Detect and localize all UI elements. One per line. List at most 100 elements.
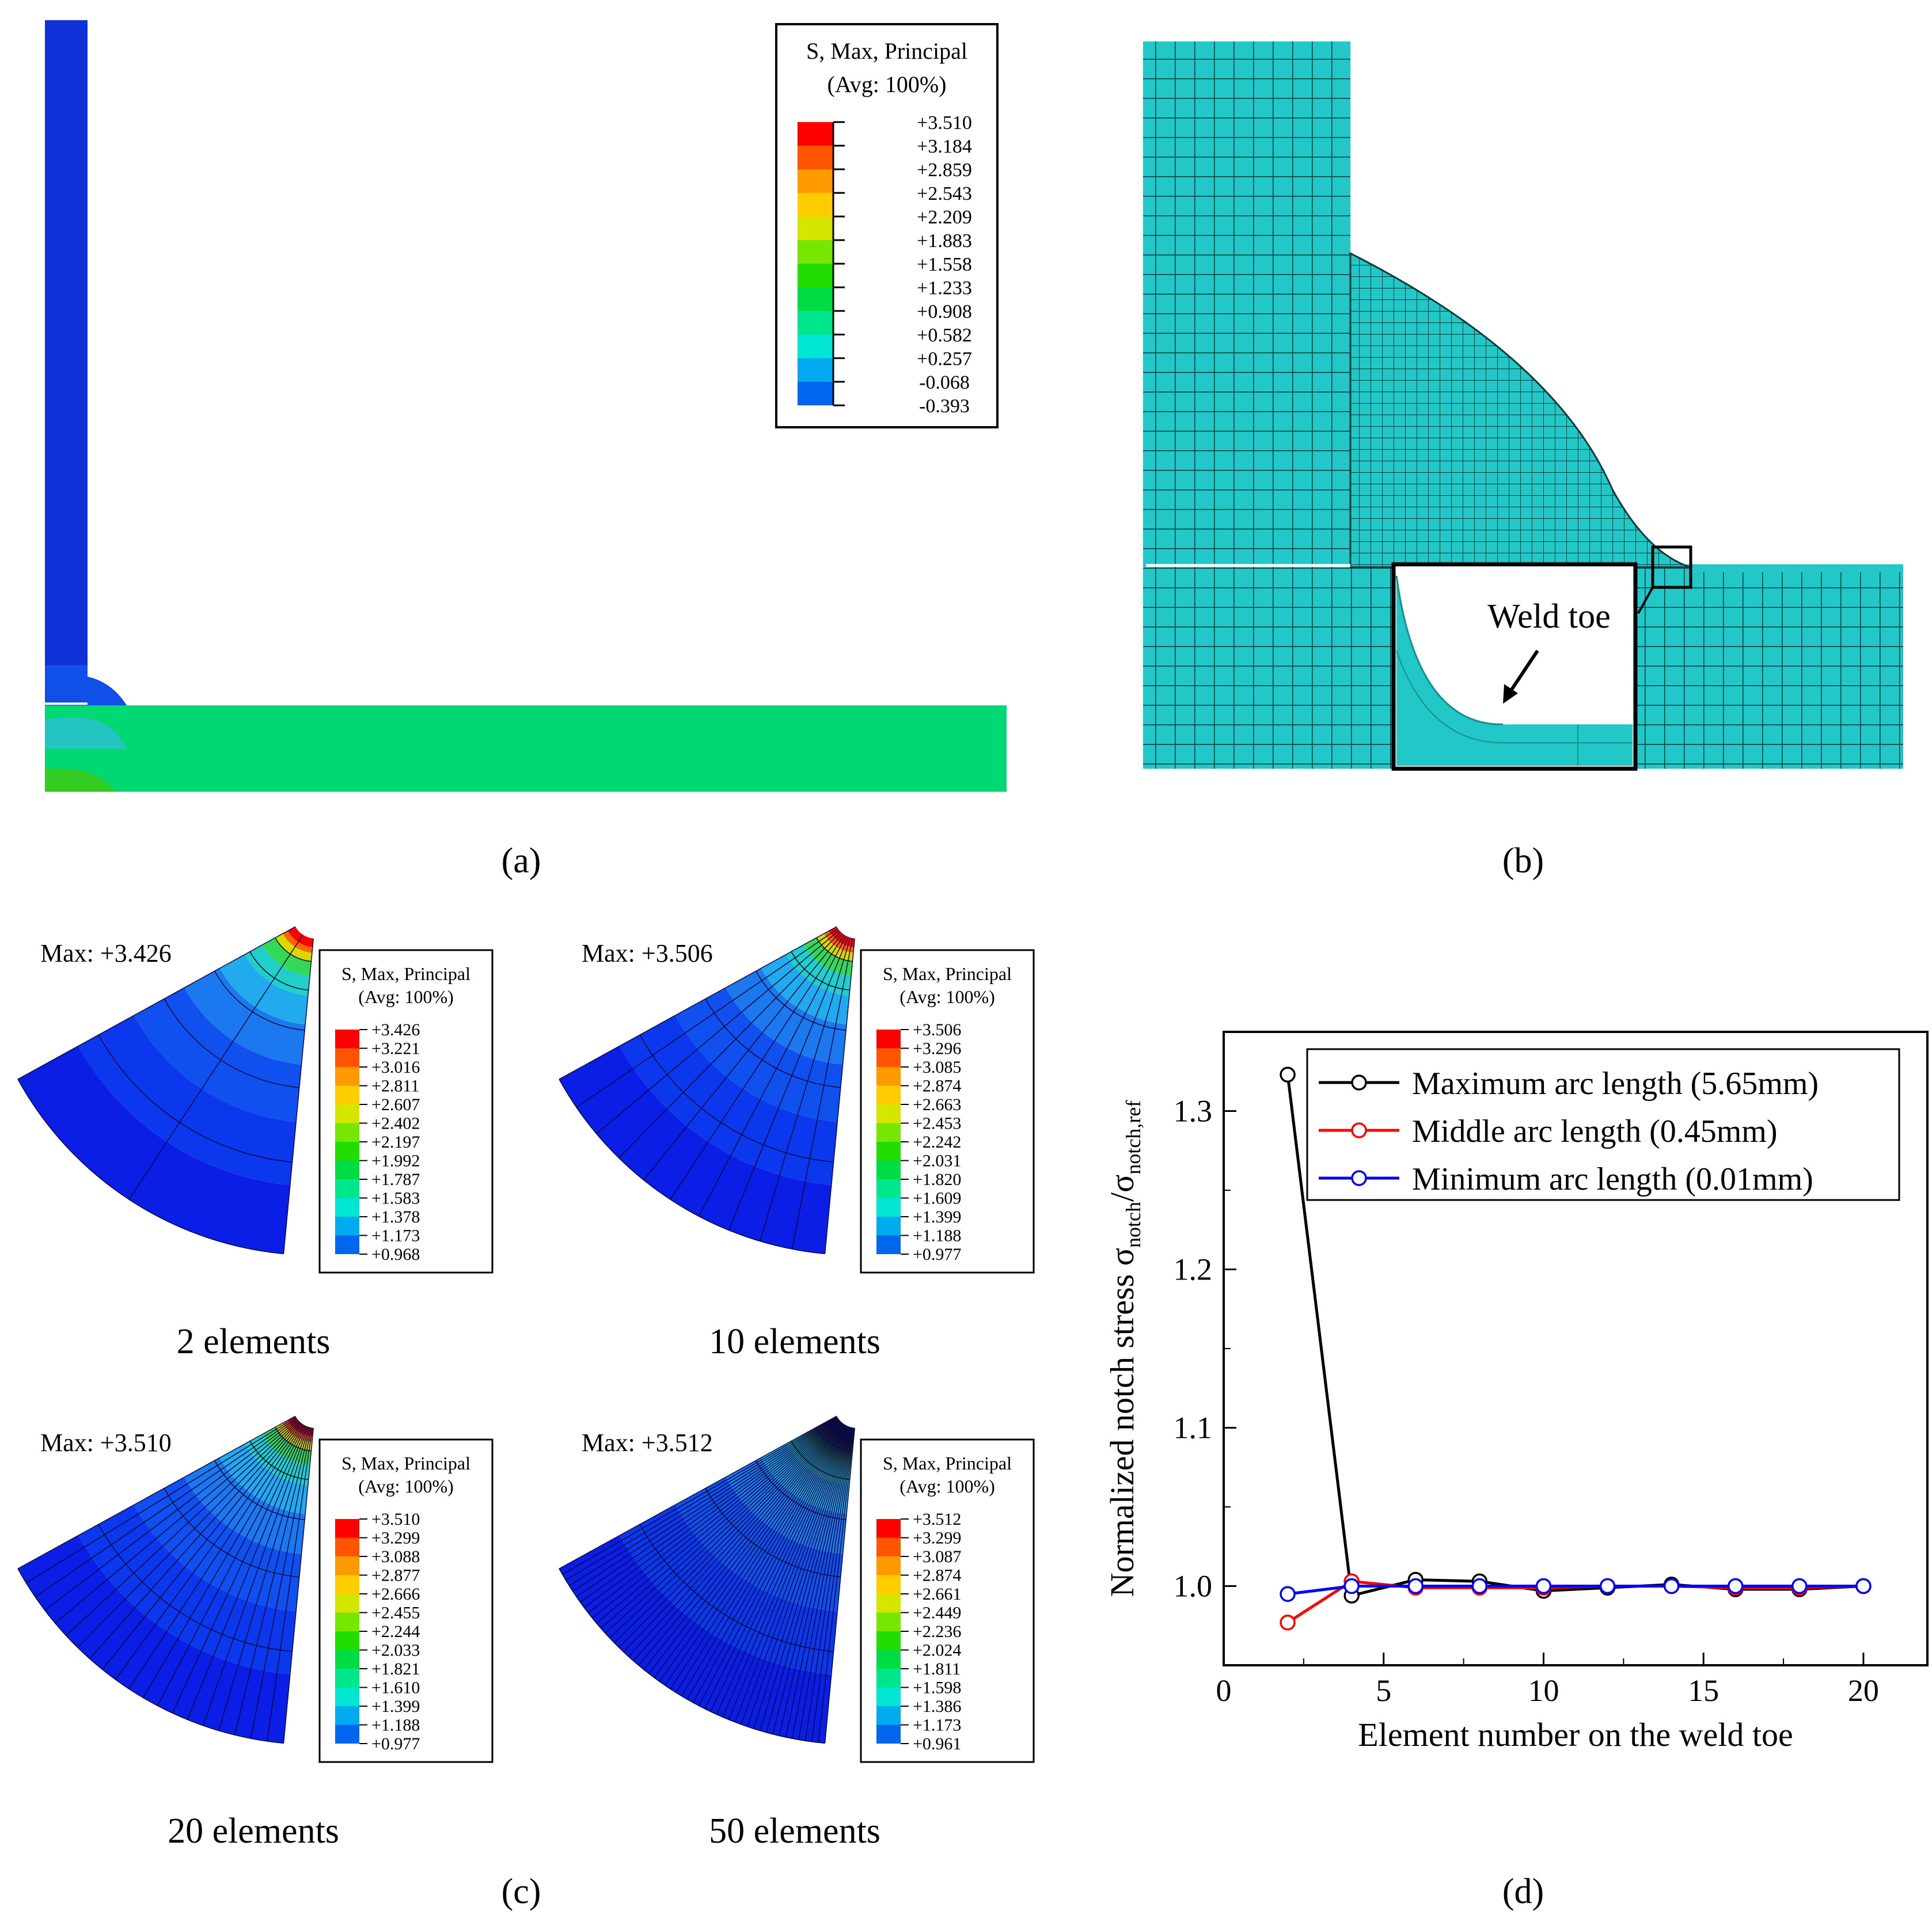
sub-model-20: Max: +3.510 S, Max, Principal(Avg: 100%) +…	[17, 1415, 494, 1851]
sub-legend-swatch	[335, 1650, 359, 1669]
sub-legend-value: +3.087	[913, 1547, 961, 1566]
mesh-arc	[559, 1568, 825, 1744]
legend-a-swatch	[798, 264, 833, 287]
sub-legend-swatch	[335, 1198, 359, 1217]
contour-band	[134, 988, 302, 1122]
legend-a-swatch	[798, 358, 833, 382]
mesh-line	[811, 1427, 855, 1742]
legend-a-value: +3.510	[917, 112, 972, 134]
mesh-line	[643, 1422, 843, 1670]
sub-legend-value: +3.299	[371, 1529, 420, 1548]
sub-legend-value: +1.378	[371, 1207, 420, 1226]
mesh-line	[572, 1417, 838, 1592]
mesh-line	[643, 933, 843, 1180]
sub-legend-value: +3.088	[371, 1547, 420, 1566]
mesh-line	[618, 1421, 841, 1648]
sub-legend-value: +3.299	[913, 1529, 961, 1548]
mesh-arc	[705, 998, 841, 1088]
sub-legend-value: +2.877	[371, 1566, 420, 1585]
contour-band	[275, 1423, 312, 1451]
sub-legend-swatch	[876, 1085, 901, 1104]
mesh-line	[605, 1420, 840, 1634]
sub-legend-value: +2.031	[913, 1152, 961, 1171]
sub-legend-value: +2.607	[371, 1095, 420, 1114]
legend-a-value: +2.209	[917, 207, 972, 228]
data-point	[1535, 1578, 1552, 1594]
sub-legend-swatch	[335, 1537, 359, 1556]
contour-band	[283, 931, 313, 953]
root-contour	[45, 768, 115, 792]
sub-legend-value: +2.197	[371, 1133, 420, 1152]
mesh-line	[798, 1427, 853, 1740]
contour-band	[559, 1046, 832, 1254]
sub-legend-swatch	[335, 1687, 359, 1706]
sub-legend-value: +2.033	[371, 1641, 420, 1660]
weld-toe-arrowhead	[1503, 684, 1518, 704]
legend-a-value: +0.908	[917, 301, 972, 322]
sub-legend-swatch	[876, 1030, 901, 1049]
sub-model-label: 10 elements	[709, 1322, 880, 1361]
legend-a-swatch	[798, 335, 833, 358]
legend-a-value: +0.582	[917, 325, 972, 346]
sub-legend-swatch	[335, 1085, 359, 1104]
mesh-line	[692, 1425, 847, 1703]
mesh-line	[592, 1419, 840, 1619]
sub-legend-swatch	[335, 1217, 359, 1236]
mesh-weld	[1349, 252, 1691, 568]
sub-legend-value: +1.820	[913, 1170, 961, 1189]
sub-legend-value: +1.821	[371, 1660, 420, 1679]
mesh-line	[753, 1426, 851, 1729]
mesh-line	[609, 1420, 841, 1639]
sub-legend-value: +2.661	[913, 1585, 961, 1604]
legend-a-title1: S, Max, Principal	[806, 38, 967, 64]
sub-model-50: Max: +3.512 S, Max, Principal(Avg: 100%) +…	[559, 1415, 1035, 1851]
sub-legend-value: +2.244	[371, 1622, 420, 1641]
sub-legend-swatch	[335, 1594, 359, 1613]
sub-legend-swatch	[876, 1198, 901, 1217]
sub-legend-swatch	[335, 1631, 359, 1650]
data-point	[1343, 1578, 1360, 1594]
sub-legend-title2: (Avg: 100%)	[358, 1476, 454, 1497]
sub-legend-title1: S, Max, Principal	[341, 963, 470, 984]
sub-legend-value: +2.874	[913, 1077, 961, 1096]
sub-legend-value: +1.992	[371, 1152, 420, 1171]
legend-marker	[1351, 1170, 1367, 1186]
mesh-line	[55, 1419, 298, 1624]
legend-a-value: -0.068	[919, 372, 970, 393]
max-label: Max: +3.426	[40, 939, 172, 967]
sub-legend-swatch	[876, 1217, 901, 1236]
mesh-line	[772, 1427, 852, 1734]
x-tick-label: 5	[1376, 1673, 1391, 1708]
mesh-line	[267, 1427, 313, 1742]
data-point	[1855, 1578, 1872, 1594]
contour-band	[726, 1457, 847, 1554]
sub-legend-value: +1.787	[371, 1170, 420, 1189]
mesh-line	[760, 937, 851, 1241]
y-label-sub2: notch,ref	[1122, 1100, 1145, 1175]
data-point	[1280, 1615, 1296, 1631]
sub-legend-value: +1.583	[371, 1189, 420, 1208]
mesh-line	[747, 1426, 850, 1727]
legend-marker	[1351, 1122, 1367, 1138]
y-tick-label: 1.1	[1174, 1411, 1213, 1445]
mesh-line	[686, 1425, 846, 1700]
caption-a: (a)	[502, 841, 541, 880]
mesh-line	[142, 1425, 305, 1698]
mesh-arc	[816, 1427, 853, 1452]
mesh-line	[670, 935, 845, 1200]
mesh-line	[824, 1427, 855, 1744]
sub-legend-value: +2.453	[913, 1114, 961, 1133]
legend-a-value: +3.184	[917, 136, 972, 157]
panel-d: 0 5 10 15 20 1.0 1.1 1.2 1.3 Maximum arc length …	[1103, 1031, 1929, 1911]
mesh-line	[804, 1427, 854, 1741]
legend-a-value: +2.859	[917, 160, 972, 181]
panel-a: S, Max, Principal (Avg: 100%) +3.510+3.1…	[45, 20, 1007, 880]
mesh-line	[698, 1425, 847, 1706]
mesh-line	[596, 930, 840, 1134]
sub-legend-value: +2.455	[371, 1604, 420, 1623]
sub-legend-swatch	[876, 1104, 901, 1123]
mesh-line	[760, 1427, 851, 1731]
x-tick-label: 20	[1848, 1673, 1879, 1708]
sub-legend-value: +2.449	[913, 1604, 961, 1623]
